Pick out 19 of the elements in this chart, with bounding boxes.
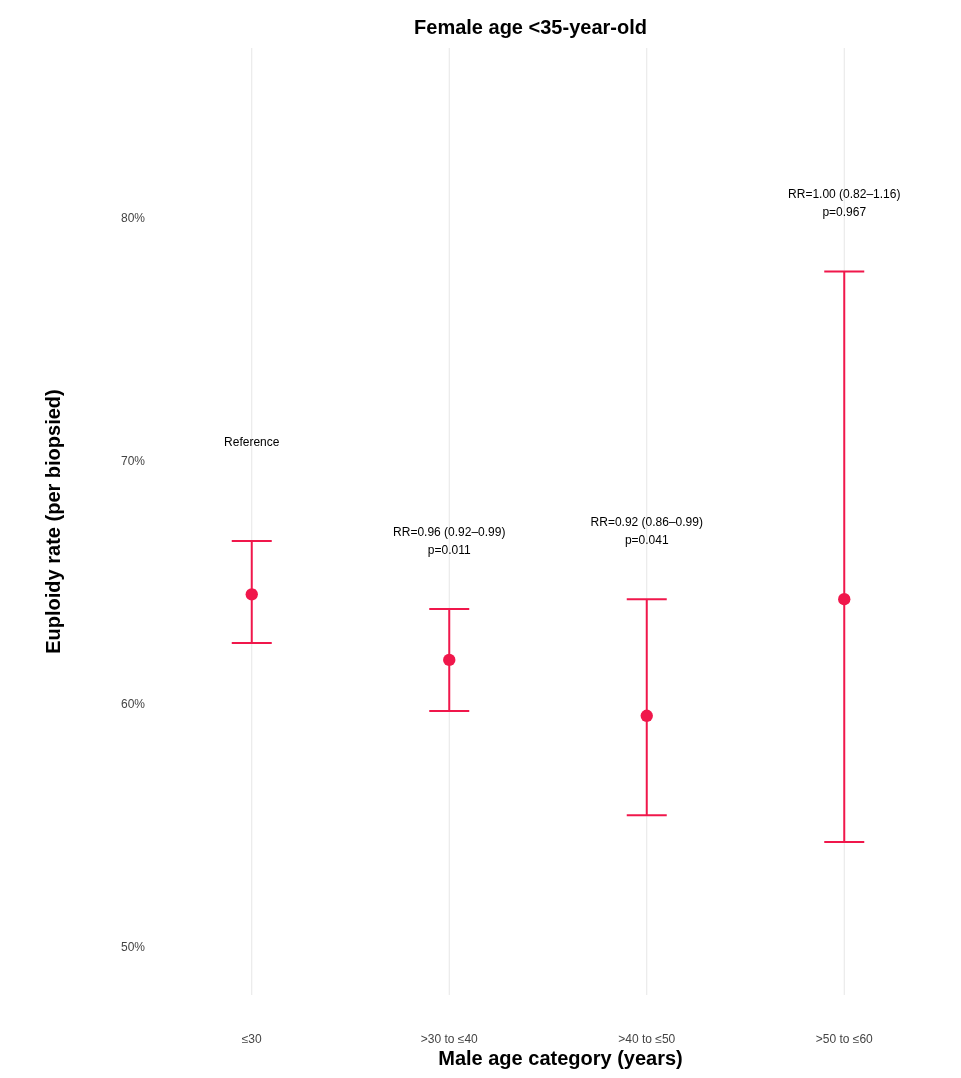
- point: [245, 588, 258, 601]
- annotation: RR=1.00 (0.82–1.16) p=0.967: [788, 187, 901, 220]
- x-tick-label: >50 to ≤60: [815, 1032, 874, 1046]
- annotation: RR=0.96 (0.92–0.99) p=0.011: [393, 524, 506, 557]
- x-tick-label: >30 to ≤40: [420, 1032, 479, 1046]
- point: [838, 593, 851, 606]
- x-axis-title: Male age category (years): [438, 1047, 683, 1069]
- point: [443, 653, 456, 667]
- annotation: Reference: [224, 434, 280, 449]
- chart-title: Female age <35-year-old: [414, 16, 647, 38]
- y-tick-label: 70%: [120, 453, 146, 468]
- point: [640, 709, 653, 722]
- x-tick-label: >40 to ≤50: [618, 1032, 676, 1046]
- y-axis-title: Euploidy rate (per biopsied): [42, 389, 64, 654]
- x-tick-label: ≤30: [241, 1032, 263, 1046]
- annotation: RR=0.92 (0.86–0.99) p=0.041: [590, 515, 703, 548]
- y-tick-label: 60%: [120, 696, 146, 711]
- y-tick-label: 50%: [120, 939, 146, 954]
- y-tick-label: 80%: [120, 211, 146, 226]
